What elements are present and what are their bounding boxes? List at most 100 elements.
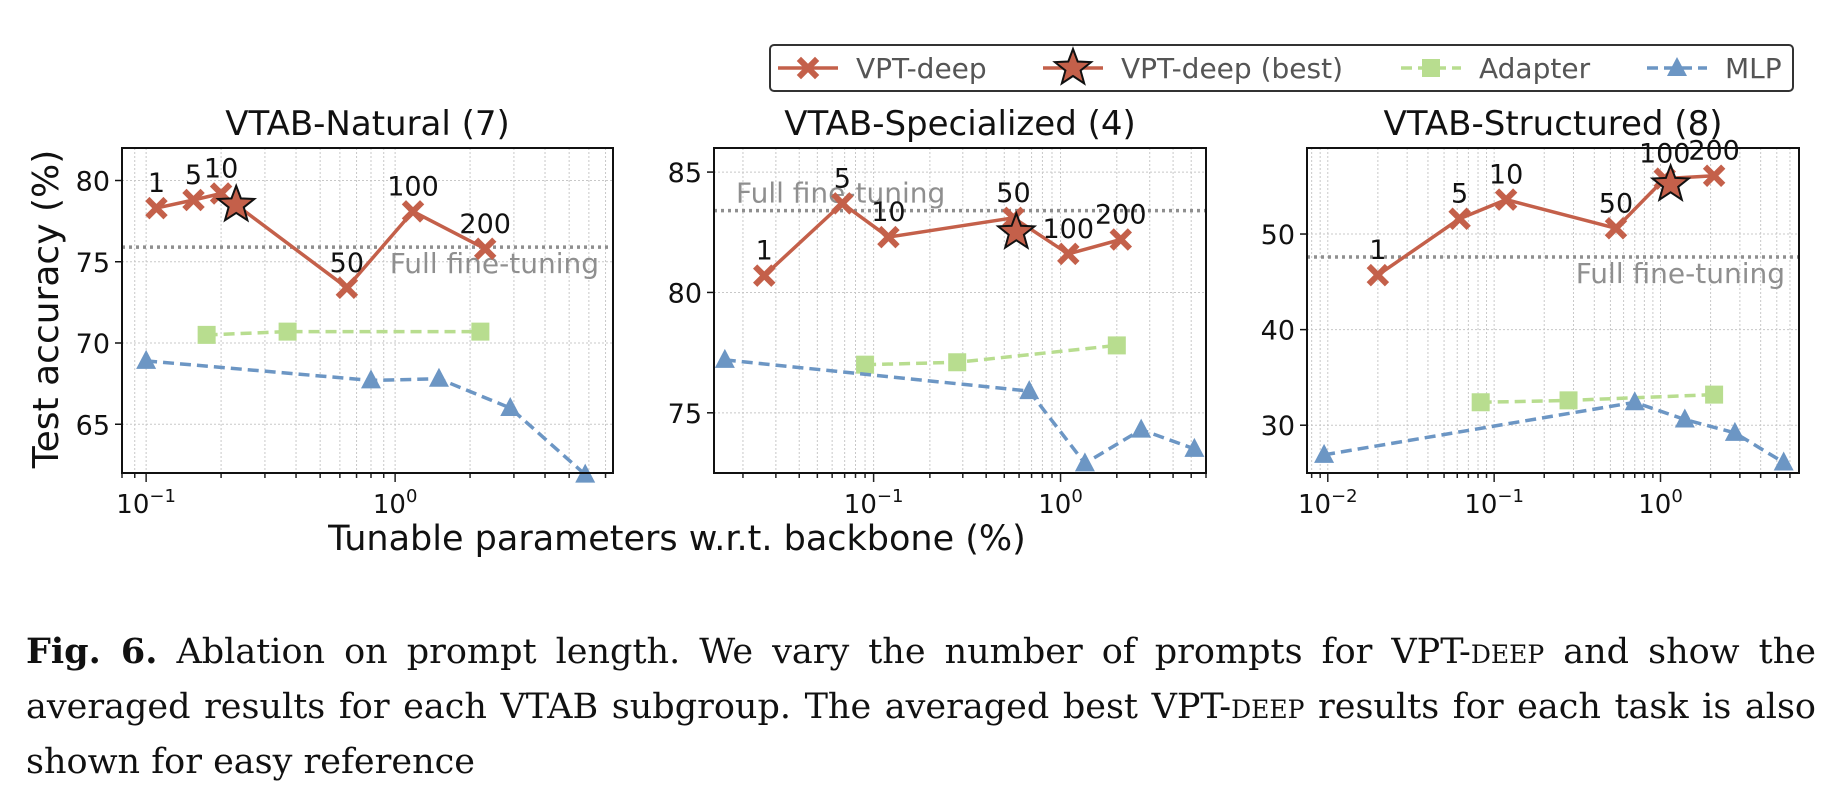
series-vpt-deep-best [215, 183, 258, 223]
y-tick-label: 75 [76, 248, 110, 279]
subplot-3: VTAB-Structured (8)Full fine-tuning15105… [1261, 104, 1800, 520]
square-marker [471, 322, 490, 341]
series-mlp [714, 348, 1205, 472]
x-marker-stroke [1366, 263, 1390, 287]
subplot-title: VTAB-Specialized (4) [784, 104, 1136, 144]
data-label: 5 [185, 160, 202, 191]
data-label: 5 [834, 163, 851, 194]
x-tick-label: 10−1 [1464, 486, 1524, 520]
x-tick-label: 100 [1638, 486, 1683, 520]
square-marker [1471, 393, 1490, 412]
square-marker [856, 355, 875, 374]
triangle-marker [1674, 408, 1695, 428]
x-marker [401, 200, 425, 223]
x-marker-stroke [753, 264, 776, 287]
star-marker [1649, 162, 1692, 203]
square-marker [278, 322, 297, 341]
x-tick-label: 100 [1038, 486, 1083, 520]
triangle-marker [1724, 421, 1745, 441]
x-marker-stroke [473, 237, 497, 260]
x-tick-label: 100 [373, 486, 418, 520]
x-axis-label: Tunable parameters w.r.t. backbone (%) [327, 519, 1026, 559]
star-marker [995, 210, 1038, 250]
series-line [763, 201, 1122, 277]
x-tick-label: 10−1 [116, 486, 176, 520]
x-tick-label: 10−2 [1298, 486, 1358, 520]
x-marker [1057, 242, 1080, 266]
x-marker [182, 188, 205, 212]
full-fine-tuning-label: Full fine-tuning [1576, 257, 1785, 290]
x-marker-stroke [877, 225, 900, 249]
series-line [1480, 392, 1715, 405]
x-marker [335, 276, 359, 299]
legend: VPT-deep VPT-deep (best) Adapter MLP [769, 44, 1794, 92]
x-marker [796, 56, 820, 80]
legend-entry: VPT-deep (best) [1043, 46, 1343, 86]
data-label: 10 [871, 197, 905, 228]
legend-entry: VPT-deep [778, 52, 987, 85]
square-marker [1107, 336, 1126, 355]
x-tick-label: 10−1 [844, 486, 904, 520]
caption-text: Ablation on prompt length. We vary the n… [26, 632, 1816, 782]
data-label: 10 [1489, 160, 1523, 191]
series-line [1323, 400, 1785, 464]
plot-frame [713, 147, 1207, 474]
x-marker [1109, 228, 1133, 251]
y-tick-label: 80 [76, 167, 110, 198]
triangle-marker [1019, 380, 1040, 400]
series-line [206, 329, 481, 337]
legend-frame [769, 44, 1794, 92]
data-label: 50 [1599, 188, 1633, 219]
x-marker-stroke [1702, 164, 1726, 187]
square-marker [948, 353, 967, 372]
triangle-marker [1624, 391, 1645, 411]
x-marker [1366, 263, 1390, 287]
triangle-marker [428, 367, 449, 387]
triangle-marker [1667, 57, 1687, 76]
data-label: 1 [756, 236, 773, 267]
triangle-marker [1184, 437, 1205, 457]
y-tick-label: 80 [668, 278, 702, 309]
subplot-title: VTAB-Structured (8) [1384, 104, 1723, 144]
y-tick-label: 50 [1261, 220, 1295, 251]
series-line [145, 359, 587, 476]
data-label: 200 [1095, 199, 1147, 230]
x-marker-stroke [1057, 242, 1080, 266]
x-marker-stroke [182, 188, 205, 212]
data-label: 1 [148, 168, 165, 199]
subplot-1: VTAB-Natural (7) Full fine-tuning 1 5 10 50 10… [76, 104, 614, 520]
triangle-marker [1773, 451, 1794, 471]
y-tick-label: 30 [1261, 411, 1295, 442]
small-caps-text: deep [1231, 687, 1305, 727]
star-marker [1052, 46, 1094, 86]
legend-label: Adapter [1479, 52, 1591, 85]
data-label: 100 [1639, 139, 1691, 170]
data-label: 200 [1688, 136, 1740, 167]
y-tick-label: 75 [668, 399, 702, 430]
figure-canvas: VPT-deep VPT-deep (best) Adapter MLP VTAB-N… [26, 44, 1800, 559]
x-marker [831, 192, 854, 215]
square-marker [1559, 391, 1578, 410]
legend-label: MLP [1725, 52, 1782, 85]
data-label: 100 [1043, 214, 1095, 245]
full-fine-tuning-label: Full fine-tuning [390, 247, 599, 280]
triangle-marker [1074, 452, 1095, 472]
star-marker [215, 183, 258, 223]
plot-frame [1306, 147, 1800, 474]
legend-entry: Adapter [1401, 52, 1591, 85]
x-marker [877, 225, 900, 249]
triangle-marker [1131, 418, 1152, 438]
y-tick-label: 70 [76, 329, 110, 360]
y-tick-label: 85 [668, 158, 702, 189]
x-marker-stroke [1494, 188, 1518, 211]
legend-label: VPT-deep [856, 52, 987, 85]
data-label: 50 [330, 248, 364, 279]
y-axis-label: Test accuracy (%) [26, 150, 67, 470]
series-vpt-deep-best [995, 210, 1038, 250]
x-marker [1702, 164, 1726, 187]
data-label: 100 [387, 171, 439, 202]
series-adapter [856, 336, 1126, 374]
